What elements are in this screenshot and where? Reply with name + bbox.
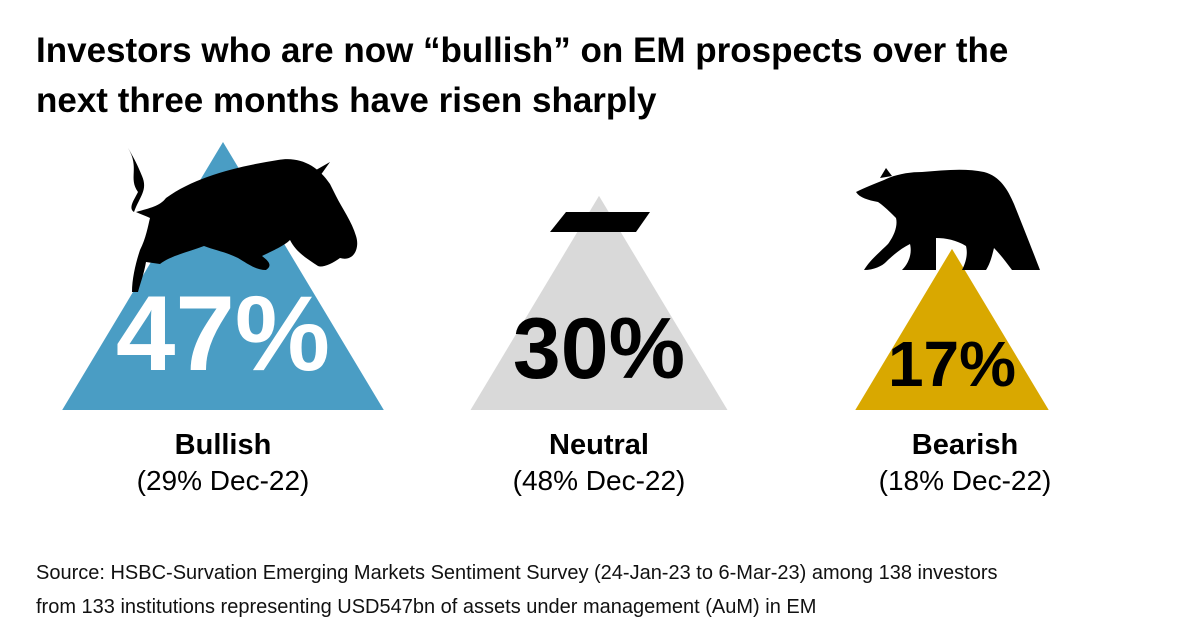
bull-icon (128, 148, 358, 292)
previous-value-neutral: (48% Dec-22) (512, 465, 686, 496)
category-name-bullish: Bullish (174, 429, 272, 461)
neutral-dash-icon (550, 212, 650, 232)
category-label-bullish: Bullish (29% Dec-22) (73, 428, 373, 500)
value-label-bullish: 47% (116, 273, 330, 393)
category-name-bearish: Bearish (911, 429, 1019, 461)
value-label-bearish: 17% (888, 328, 1016, 400)
category-label-neutral: Neutral (48% Dec-22) (449, 428, 749, 500)
chart-title: Investors who are now “bullish” on EM pr… (36, 26, 1166, 126)
source-note: Source: HSBC-Survation Emerging Markets … (36, 556, 1176, 624)
previous-value-bullish: (29% Dec-22) (136, 465, 310, 496)
chart-title-line-2: next three months have risen sharply (36, 81, 657, 120)
triangle-mark-neutral (470, 195, 728, 410)
chart-title-line-1: Investors who are now “bullish” on EM pr… (36, 31, 1009, 70)
bear-icon (856, 168, 1040, 270)
category-label-bearish: Bearish (18% Dec-22) (815, 428, 1115, 500)
value-label-neutral: 30% (513, 301, 685, 397)
triangle-mark-bearish (855, 248, 1049, 410)
category-name-neutral: Neutral (549, 429, 649, 461)
source-line-1: Source: HSBC-Survation Emerging Markets … (36, 562, 998, 584)
triangle-mark-bullish (62, 142, 384, 410)
source-line-2: from 133 institutions representing USD54… (36, 596, 817, 618)
previous-value-bearish: (18% Dec-22) (878, 465, 1052, 496)
